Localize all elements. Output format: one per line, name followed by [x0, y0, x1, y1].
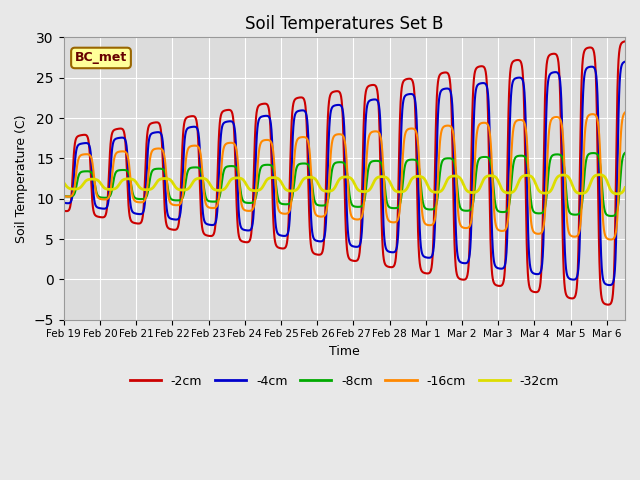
-2cm [88, 198, 96, 204]
-4cm [60, 200, 67, 205]
Line: -32cm: -32cm [63, 175, 625, 194]
-8cm [605, 213, 612, 218]
-16cm [60, 193, 67, 199]
-32cm [595, 172, 603, 178]
-2cm [333, 88, 340, 94]
-32cm [605, 183, 612, 189]
Y-axis label: Soil Temperature (C): Soil Temperature (C) [15, 114, 28, 243]
-16cm [607, 237, 614, 242]
-16cm [502, 227, 509, 232]
Title: Soil Temperatures Set B: Soil Temperatures Set B [245, 15, 444, 33]
-4cm [333, 102, 340, 108]
-2cm [605, 302, 612, 308]
-4cm [502, 259, 509, 264]
-16cm [621, 109, 629, 115]
-4cm [605, 282, 612, 288]
-4cm [621, 59, 629, 64]
Line: -8cm: -8cm [63, 153, 625, 216]
Line: -16cm: -16cm [63, 112, 625, 240]
-8cm [502, 209, 509, 215]
-2cm [604, 302, 612, 308]
-8cm [608, 213, 616, 219]
Legend: -2cm, -4cm, -8cm, -16cm, -32cm: -2cm, -4cm, -8cm, -16cm, -32cm [125, 370, 564, 393]
-2cm [502, 250, 509, 255]
-8cm [318, 203, 326, 208]
-2cm [318, 251, 326, 256]
-4cm [605, 282, 613, 288]
-32cm [60, 180, 67, 185]
-32cm [605, 183, 613, 189]
-32cm [621, 185, 629, 191]
-16cm [88, 159, 96, 165]
Line: -2cm: -2cm [63, 41, 625, 305]
-16cm [333, 132, 340, 137]
-2cm [621, 38, 629, 44]
-16cm [318, 214, 326, 219]
-32cm [318, 187, 326, 192]
-4cm [88, 172, 96, 178]
-8cm [333, 160, 340, 166]
-32cm [88, 176, 96, 182]
Line: -4cm: -4cm [63, 61, 625, 285]
-8cm [605, 213, 612, 218]
-8cm [621, 150, 629, 156]
-32cm [333, 181, 340, 187]
-16cm [605, 236, 612, 242]
-4cm [318, 239, 326, 244]
-8cm [60, 193, 67, 199]
-2cm [60, 208, 67, 214]
-32cm [502, 190, 509, 195]
-4cm [605, 282, 612, 288]
-8cm [88, 171, 96, 177]
Text: BC_met: BC_met [75, 51, 127, 64]
-32cm [614, 191, 621, 197]
-2cm [605, 302, 613, 308]
X-axis label: Time: Time [329, 345, 360, 358]
-16cm [605, 236, 612, 242]
